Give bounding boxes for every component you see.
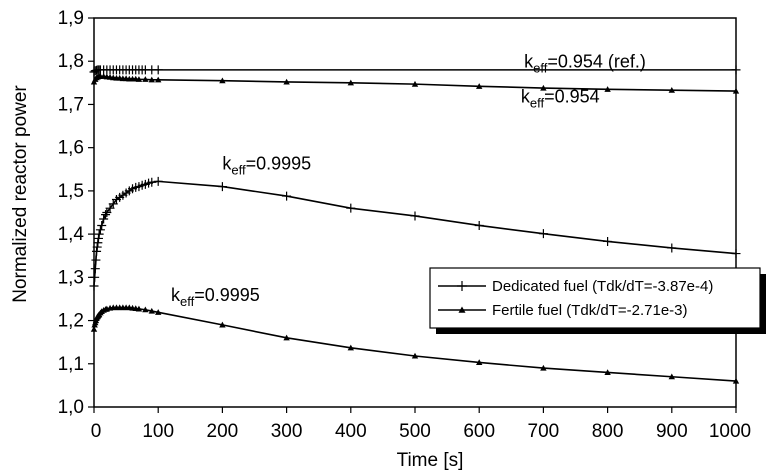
data-point	[219, 77, 226, 84]
data-point	[142, 306, 149, 313]
series-3	[89, 176, 741, 291]
data-point	[540, 84, 547, 91]
data-point	[92, 246, 102, 256]
data-point	[147, 177, 157, 187]
data-point	[217, 182, 227, 192]
data-point	[474, 220, 484, 230]
keff-annotation: keff=0.954 (ref.)	[524, 52, 646, 76]
data-point	[155, 76, 162, 83]
y-tick-label: 1,4	[58, 224, 85, 245]
data-point	[282, 191, 292, 201]
data-point	[731, 249, 741, 259]
data-point	[667, 243, 677, 253]
x-tick-label: 700	[528, 421, 560, 442]
legend-label: Fertile fuel (Tdk/dT=-2.71e-3)	[492, 302, 688, 319]
y-tick-label: 1,7	[58, 94, 84, 115]
data-point	[283, 334, 290, 341]
legend: Dedicated fuel (Tdk/dT=-3.87e-4) Fertile …	[429, 267, 766, 334]
y-tick-label: 1,0	[58, 397, 84, 418]
data-point	[219, 321, 226, 328]
data-point	[92, 242, 102, 252]
data-point	[94, 229, 104, 239]
data-point	[90, 272, 100, 282]
data-point	[604, 369, 611, 375]
data-point	[95, 225, 105, 235]
data-point	[540, 364, 547, 371]
keff-annotation: keff=0.9995	[222, 153, 311, 177]
data-point	[97, 220, 107, 230]
x-tick-label: 900	[656, 421, 688, 442]
data-point	[90, 326, 98, 332]
x-tick-label: 300	[271, 421, 303, 442]
data-point	[93, 238, 103, 248]
legend-marker	[457, 281, 467, 291]
data-point	[155, 309, 162, 315]
data-point	[347, 344, 354, 351]
x-tick-label: 500	[399, 421, 431, 442]
data-point	[93, 233, 103, 243]
x-tick-label: 600	[463, 421, 495, 442]
y-tick-label: 1,9	[58, 8, 84, 29]
legend-label: Dedicated fuel (Tdk/dT=-3.87e-4)	[492, 278, 713, 295]
data-point	[90, 264, 100, 274]
data-point	[411, 352, 419, 359]
data-point	[732, 87, 740, 94]
y-axis: 1,0 1,1 1,2 1,3 1,4 1,5 1,6 1,7 1,8 1,9	[58, 8, 94, 418]
x-tick-label: 800	[592, 421, 624, 442]
data-point	[283, 78, 290, 85]
data-point	[347, 79, 354, 86]
data-point	[89, 281, 99, 291]
annotation-layer: keff=0.954 (ref.) keff=0.954 keff=0.9995 ke…	[171, 52, 646, 309]
data-point	[91, 255, 101, 265]
y-tick-label: 1,3	[58, 267, 84, 288]
data-point	[668, 86, 675, 93]
series-1	[89, 65, 741, 77]
data-point	[538, 229, 548, 239]
legend-box	[429, 267, 761, 329]
series-4	[90, 304, 740, 384]
legend-item: Dedicated fuel (Tdk/dT=-3.87e-4)	[438, 278, 713, 295]
data-point	[668, 373, 675, 380]
data-point	[153, 65, 163, 75]
legend-marker	[458, 306, 466, 313]
y-tick-label: 1,8	[58, 51, 84, 72]
series-layer	[89, 65, 741, 384]
data-point	[148, 76, 155, 83]
y-tick-label: 1,1	[58, 354, 84, 375]
legend-item: Fertile fuel (Tdk/dT=-2.71e-3)	[438, 302, 688, 319]
x-tick-label: 200	[207, 421, 239, 442]
data-point	[476, 83, 483, 89]
data-point	[135, 76, 143, 82]
keff-annotation: keff=0.954	[521, 86, 600, 110]
data-point	[604, 86, 611, 92]
data-point	[476, 359, 483, 366]
keff-annotation: keff=0.9995	[171, 285, 260, 309]
y-tick-label: 1,5	[58, 181, 84, 202]
data-point	[603, 236, 613, 246]
data-point	[732, 377, 740, 384]
x-tick-label: 0	[91, 421, 102, 442]
x-axis: 0 100 200 300 400 500 600 700 800 900 1000	[91, 407, 751, 442]
data-point	[411, 80, 419, 87]
data-point	[153, 176, 163, 186]
data-point	[731, 65, 741, 75]
y-tick-label: 1,6	[58, 138, 84, 159]
y-tick-label: 1,2	[58, 311, 84, 332]
data-point	[410, 211, 420, 221]
x-axis-title: Time [s]	[397, 450, 464, 471]
y-axis-title: Normalized reactor power	[10, 85, 31, 303]
x-tick-label: 100	[142, 421, 174, 442]
data-point	[101, 210, 111, 220]
data-point	[135, 305, 143, 312]
series-2	[90, 73, 740, 94]
x-tick-label: 400	[335, 421, 367, 442]
data-point	[148, 307, 155, 314]
data-point	[142, 76, 149, 82]
data-point	[346, 203, 356, 213]
x-tick-label: 1000	[709, 421, 751, 442]
data-point	[99, 214, 109, 224]
